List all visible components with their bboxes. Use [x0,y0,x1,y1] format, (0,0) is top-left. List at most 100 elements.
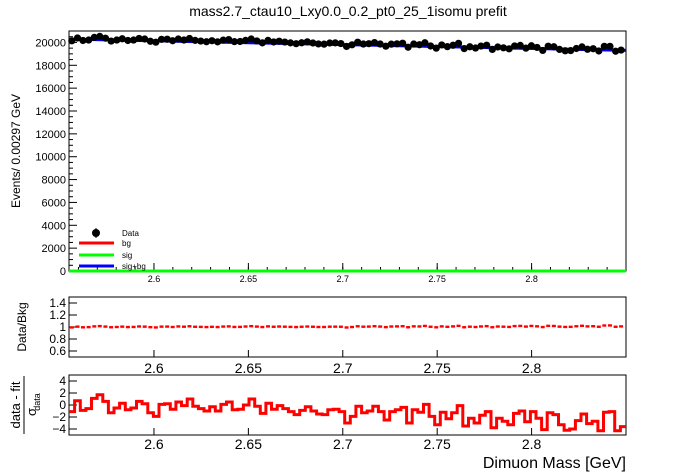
ratio-point [75,325,80,328]
data-point [438,41,446,49]
pull-xtick-label: 2.8 [522,436,542,452]
data-point [342,42,351,51]
data-point [516,41,524,50]
data-point [185,34,194,43]
main-xtick-label: 2.75 [428,274,446,284]
ratio-point [574,325,579,328]
ratio-ytick-label: 1.2 [49,308,66,322]
ratio-point [282,325,287,328]
ratio-point [181,325,186,328]
ratio-point [120,325,125,328]
ratio-point [226,325,231,328]
data-point [544,42,552,50]
ratio-point [204,325,209,329]
main-xtick-label: 2.7 [337,274,350,284]
ratio-point [591,325,596,328]
data-point [219,36,227,44]
data-point [460,45,468,53]
pull-xtick-label: 2.65 [235,436,262,452]
ratio-point [602,324,607,327]
data-point [180,36,188,44]
ratio-point [361,325,366,328]
data-point [595,47,603,55]
data-point [331,39,339,47]
ratio-point [333,325,338,328]
data-point [236,37,244,46]
data-point [113,36,121,44]
ratio-point [507,325,512,329]
main-panel: 0 2000 4000 6000 8000 10000 12000 14000 16000 180… [9,30,627,284]
main-ytick-label: 10000 [35,152,66,164]
data-point [213,38,222,46]
data-point [135,34,143,43]
ratio-point [131,325,136,329]
ratio-ylabel: Data/Bkg [15,302,29,351]
data-point [270,38,278,46]
data-point [96,32,104,40]
ratio-point [198,325,203,329]
main-ylabel: Events/ 0.00297 GeV [9,94,23,208]
ratio-point [372,325,377,328]
data-point [443,43,451,51]
ratio-point [97,324,102,328]
data-point [298,39,306,47]
ratio-point [563,325,568,329]
ratio-point [473,325,478,329]
chart-title: mass2.7_ctau10_Lxy0.0_0.2_pt0_25_1isomu … [189,3,507,19]
pull-xtick-label: 2.75 [424,436,451,452]
ratio-point [338,325,343,328]
pull-histogram [69,393,626,433]
ratio-point [355,325,360,328]
data-point [359,40,367,48]
ratio-ytick-label: 1 [59,320,66,334]
data-point [68,37,76,45]
pull-xtick-label: 2.6 [144,436,164,452]
main-ytick-label: 16000 [35,83,66,95]
ratio-point [170,325,175,329]
ratio-point [153,326,158,329]
data-point [101,34,110,42]
data-point [326,39,334,47]
ratio-point [411,325,416,328]
ratio-point [596,325,601,328]
ratio-point [467,325,472,328]
ratio-point [417,325,422,328]
data-point [376,40,384,48]
ratio-point [125,325,130,329]
ratio-point [249,324,254,328]
ratio-point [546,324,551,328]
pull-ylabel-main: data - fit [8,381,23,428]
data-point [169,37,177,45]
data-point [477,42,485,50]
ratio-point [557,325,562,328]
data-point [118,35,126,43]
data-point [73,34,82,42]
ratio-point [613,325,618,328]
ratio-point [389,325,394,328]
data-point [612,47,620,55]
data-point [152,38,160,46]
ratio-point [406,326,411,329]
data-point [494,43,502,51]
ratio-point [232,325,237,329]
ratio-point [445,325,450,329]
ratio-ytick-label: 0.8 [49,332,66,346]
pull-ylabel-sigma: σ [24,408,39,416]
data-point [309,39,317,47]
ratio-point [243,325,248,328]
legend-label: sig [122,251,132,260]
ratio-xtick-label: 2.65 [235,360,262,376]
data-point [488,45,496,54]
ratio-point [394,325,399,328]
data-point [79,36,87,45]
data-point [258,39,266,47]
data-point [365,40,373,48]
ratio-point [165,325,170,328]
data-point [454,39,463,47]
ratio-point [619,325,624,328]
ratio-point [221,325,226,328]
data-point [292,40,300,48]
ratio-point [148,325,153,329]
data-point [314,40,323,48]
